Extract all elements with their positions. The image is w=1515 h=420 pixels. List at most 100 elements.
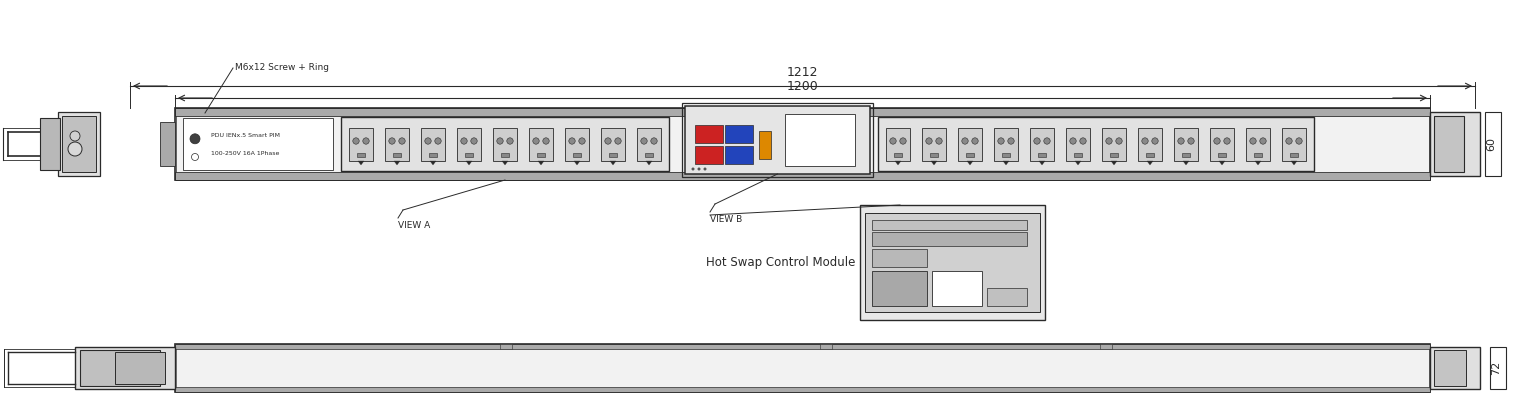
Circle shape	[424, 138, 432, 144]
Circle shape	[936, 138, 942, 144]
Circle shape	[971, 138, 979, 144]
Circle shape	[461, 138, 467, 144]
Bar	[759, 131, 771, 159]
Bar	[1067, 128, 1089, 161]
Bar	[1218, 153, 1226, 157]
Bar	[1430, 112, 1480, 176]
Polygon shape	[1291, 161, 1297, 165]
Bar	[1074, 153, 1082, 157]
Circle shape	[604, 138, 611, 144]
Circle shape	[471, 138, 477, 144]
Polygon shape	[574, 161, 580, 165]
Bar	[176, 344, 1430, 349]
Polygon shape	[358, 161, 364, 165]
Circle shape	[497, 138, 503, 144]
Bar	[429, 153, 436, 157]
Bar	[500, 344, 512, 349]
Text: M6x12 Screw + Ring: M6x12 Screw + Ring	[235, 63, 329, 73]
Circle shape	[353, 138, 359, 144]
Circle shape	[1044, 138, 1050, 144]
Bar	[176, 172, 1430, 180]
Bar	[865, 213, 1039, 312]
Text: 100-250V 16A 1Phase: 100-250V 16A 1Phase	[211, 151, 279, 156]
Text: PDU IENx.5 Smart PIM: PDU IENx.5 Smart PIM	[211, 133, 280, 138]
Polygon shape	[1076, 161, 1082, 165]
Circle shape	[1250, 138, 1256, 144]
Bar	[58, 112, 100, 176]
Bar	[1182, 153, 1189, 157]
Circle shape	[542, 138, 550, 144]
Bar	[76, 347, 176, 389]
Circle shape	[389, 138, 395, 144]
Bar	[492, 128, 517, 161]
Bar	[1289, 153, 1298, 157]
Bar	[645, 153, 653, 157]
Bar	[1435, 350, 1467, 386]
Bar	[1282, 128, 1306, 161]
Circle shape	[1286, 138, 1292, 144]
Bar	[358, 153, 365, 157]
Bar	[1245, 128, 1270, 161]
Circle shape	[1080, 138, 1086, 144]
Circle shape	[398, 138, 405, 144]
Circle shape	[1070, 138, 1076, 144]
Bar	[820, 344, 832, 349]
Circle shape	[508, 138, 514, 144]
Circle shape	[579, 138, 585, 144]
Text: 60: 60	[1486, 137, 1495, 151]
Bar	[682, 103, 873, 177]
Bar	[176, 344, 1430, 392]
Bar	[80, 350, 161, 386]
Polygon shape	[1110, 161, 1117, 165]
Polygon shape	[611, 161, 617, 165]
Circle shape	[889, 138, 897, 144]
Circle shape	[1224, 138, 1230, 144]
Text: Hot Swap Control Module: Hot Swap Control Module	[706, 256, 854, 269]
Text: 1212: 1212	[786, 66, 818, 79]
Polygon shape	[1039, 161, 1045, 165]
Circle shape	[1117, 138, 1123, 144]
Bar	[1138, 128, 1162, 161]
Circle shape	[1007, 138, 1014, 144]
Bar	[1038, 153, 1045, 157]
Bar	[873, 249, 927, 267]
Bar	[465, 153, 473, 157]
Bar	[341, 117, 670, 171]
Text: VIEW A: VIEW A	[398, 221, 430, 230]
Bar	[1030, 128, 1054, 161]
Bar	[609, 153, 617, 157]
Bar	[421, 128, 445, 161]
Bar	[1110, 153, 1118, 157]
Bar	[601, 128, 626, 161]
Circle shape	[703, 168, 706, 171]
Bar	[176, 116, 1429, 172]
Bar	[986, 288, 1027, 306]
Bar	[176, 108, 1430, 116]
Circle shape	[362, 138, 370, 144]
Circle shape	[70, 131, 80, 141]
Bar	[1100, 344, 1112, 349]
Bar	[923, 128, 945, 161]
Bar	[1101, 128, 1126, 161]
Bar	[1485, 112, 1501, 176]
Bar	[894, 153, 901, 157]
Bar	[930, 153, 938, 157]
Bar	[957, 128, 982, 161]
Bar	[879, 117, 1314, 171]
Circle shape	[998, 138, 1004, 144]
Bar	[994, 128, 1018, 161]
Bar	[1001, 153, 1011, 157]
Circle shape	[641, 138, 647, 144]
Bar	[161, 122, 176, 166]
Bar	[529, 128, 553, 161]
Bar	[636, 128, 661, 161]
Bar	[458, 128, 480, 161]
Text: 72: 72	[1491, 361, 1501, 375]
Circle shape	[651, 138, 658, 144]
Bar	[785, 114, 854, 166]
Bar	[873, 271, 927, 306]
Bar	[176, 349, 1429, 387]
Bar	[685, 106, 870, 174]
Circle shape	[1106, 138, 1112, 144]
Polygon shape	[1147, 161, 1153, 165]
